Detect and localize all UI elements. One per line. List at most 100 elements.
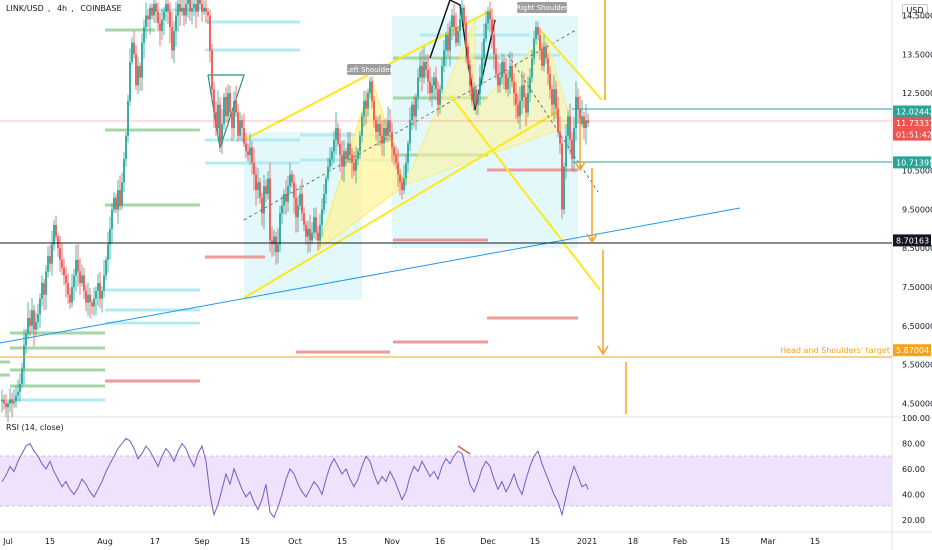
candle-body [527,93,529,113]
candle-body [303,213,305,225]
time-tick: 15 [240,537,250,546]
candle-body [189,0,191,12]
candle-body [13,401,15,404]
candle-body [167,3,169,12]
candle-body [415,96,417,117]
candle-body [497,73,499,86]
candle-body [161,19,163,32]
candle-body [473,89,475,101]
rsi-line [1,437,589,519]
candle-body [511,65,513,82]
candle-body [301,193,303,214]
candle-body [419,65,421,78]
candle-body [249,147,251,156]
candle-body [437,89,439,105]
candle-body [157,11,159,24]
candle-body [517,104,519,117]
candle-body [115,197,117,210]
channel-mid-line [243,29,577,221]
candle-body [55,224,57,237]
rsi-axis: 20.00 40.00 60.00 80.00 100.00 [902,414,930,525]
candle-body [401,182,403,191]
time-axis[interactable]: Jul 15 Aug 17 Sep 15 Oct 15 Nov 16 Dec 15 2021 18 Feb 1… [2,537,820,546]
candle-body [567,116,569,136]
price-axis[interactable]: 4.50000 5.50000 6.50000 7.50000 8.50000 9.500… [902,12,932,409]
candle-body [577,96,579,109]
candle-body [49,255,51,264]
candle-body [193,3,195,8]
price-tick: 12.50000 [902,89,932,98]
candle-body [519,100,521,117]
time-tick: Mar [760,537,776,546]
candle-body [395,155,397,163]
candle-body [381,135,383,144]
candle-body [203,7,205,12]
price-tick: 7.50000 [902,283,932,292]
candle-body [355,159,357,171]
candle-body [281,205,283,214]
candle-body [175,15,177,32]
candle-body [89,294,91,303]
candle-body [183,7,185,16]
candle-body [211,50,213,90]
currency-button[interactable]: USD [902,4,928,18]
candle-body [327,166,329,179]
time-tick: 2021 [577,537,597,546]
candle-body [261,197,263,214]
right-shoulder-tag [517,2,567,13]
candle-body [391,131,393,148]
candle-body [553,89,555,105]
symbol-label[interactable]: LINK/USD [6,4,44,13]
candle-body [541,50,543,66]
candle-body [457,31,459,43]
candle-body [187,0,189,4]
candle-body [331,151,333,160]
candle-body [217,104,219,128]
candle-body [177,3,179,16]
time-tick: Feb [673,537,687,546]
rsi-tick: 80.00 [902,439,925,448]
time-tick: Jul [2,537,13,546]
candle-body [499,77,501,86]
candle-body [127,100,129,136]
candle-body [197,0,199,12]
candle-body [585,120,587,128]
candle-body [573,127,575,160]
price-tick: 10.50000 [902,167,932,176]
candle-body [509,65,511,78]
candle-body [147,15,149,20]
candle-body [237,112,239,136]
candle-body [491,19,493,35]
candle-body [465,23,467,47]
candle-body [25,333,27,346]
candle-body [221,124,223,144]
candle-body [241,120,243,128]
chart-header: LINK/USD, 4h, COINBASE [6,4,122,13]
price-tag-label: 10.71395 [896,158,932,167]
candle-body [369,81,371,94]
price-tag-bg [893,156,931,169]
price-tick: 8.50000 [902,244,932,253]
candle-body [483,38,485,59]
candle-body [323,193,325,210]
candle-body [523,85,525,97]
candle-body [113,197,115,210]
price-tick: 13.50000 [902,50,932,59]
candle-body [441,65,443,90]
price-tick: 5.50000 [902,361,932,370]
rsi-indicator-label[interactable]: RSI (14, close) [6,423,64,432]
candle-body [253,162,255,175]
candle-body [447,34,449,51]
price-tag-bg [893,128,931,141]
candle-body [41,283,43,299]
candle-body [443,50,445,66]
price-tag-label: 01:51:42 [896,131,932,140]
candle-body [103,275,105,291]
candle-body [537,27,539,35]
candle-body [205,7,207,12]
interval-label[interactable]: 4h [56,4,68,13]
candle-body [359,135,361,152]
time-tick: Aug [97,537,113,546]
candle-body [569,116,571,140]
